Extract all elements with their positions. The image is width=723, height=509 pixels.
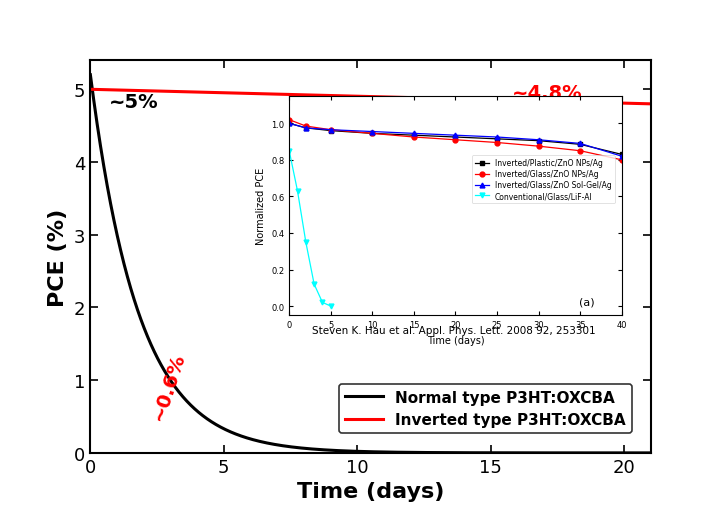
Conventional/Glass/LiF-Al: [327, 303, 335, 309]
Line: Inverted/Glass/ZnO Sol-Gel/Ag: Inverted/Glass/ZnO Sol-Gel/Ag: [287, 122, 624, 159]
Text: Steven K. Hau et al. Appl. Phys. Lett. 2008 92, 253301: Steven K. Hau et al. Appl. Phys. Lett. 2…: [312, 326, 595, 335]
Inverted type P3HT:OXCBA: [533, 99, 542, 105]
Text: (a): (a): [578, 297, 594, 307]
Inverted/Plastic/ZnO NPs/Ag: [409, 133, 418, 139]
Normal type P3HT:OXCBA: [471, 450, 479, 456]
Normal type P3HT:OXCBA: [333, 447, 341, 454]
Inverted/Glass/ZnO NPs/Ag: [409, 135, 418, 141]
Conventional/Glass/LiF-Al: [301, 240, 310, 246]
Inverted type P3HT:OXCBA: [143, 89, 152, 95]
Inverted/Plastic/ZnO NPs/Ag: [301, 126, 310, 132]
Normal type P3HT:OXCBA: [143, 334, 152, 340]
Inverted/Glass/ZnO NPs/Ag: [451, 137, 460, 144]
Conventional/Glass/LiF-Al: [285, 148, 294, 154]
Line: Inverted/Plastic/ZnO NPs/Ag: Inverted/Plastic/ZnO NPs/Ag: [287, 122, 624, 157]
Inverted/Glass/ZnO NPs/Ag: [368, 131, 377, 137]
Inverted/Plastic/ZnO NPs/Ag: [534, 138, 543, 145]
Inverted/Glass/ZnO NPs/Ag: [576, 148, 585, 154]
Text: ~4.8%: ~4.8%: [512, 84, 583, 103]
Inverted/Glass/ZnO Sol-Gel/Ag: [493, 135, 502, 141]
Normal type P3HT:OXCBA: [533, 450, 542, 456]
Normal type P3HT:OXCBA: [646, 450, 655, 456]
Inverted/Glass/ZnO NPs/Ag: [493, 140, 502, 146]
Line: Conventional/Glass/LiF-Al: Conventional/Glass/LiF-Al: [287, 149, 333, 309]
Inverted/Glass/ZnO Sol-Gel/Ag: [327, 127, 335, 133]
Legend: Normal type P3HT:OXCBA, Inverted type P3HT:OXCBA: Normal type P3HT:OXCBA, Inverted type P3…: [338, 384, 632, 434]
Inverted/Plastic/ZnO NPs/Ag: [617, 152, 626, 158]
Inverted type P3HT:OXCBA: [86, 87, 95, 93]
Inverted/Glass/ZnO Sol-Gel/Ag: [368, 129, 377, 135]
Text: ~5%: ~5%: [109, 93, 158, 112]
Inverted/Glass/ZnO Sol-Gel/Ag: [617, 154, 626, 160]
Y-axis label: PCE (%): PCE (%): [48, 208, 69, 306]
X-axis label: Time (days): Time (days): [297, 482, 444, 501]
Inverted/Glass/ZnO NPs/Ag: [301, 124, 310, 130]
Inverted type P3HT:OXCBA: [471, 97, 479, 103]
Y-axis label: Normalized PCE: Normalized PCE: [255, 167, 265, 245]
Legend: Inverted/Plastic/ZnO NPs/Ag, Inverted/Glass/ZnO NPs/Ag, Inverted/Glass/ZnO Sol-G: Inverted/Plastic/ZnO NPs/Ag, Inverted/Gl…: [472, 156, 615, 204]
Inverted/Glass/ZnO NPs/Ag: [534, 144, 543, 150]
Conventional/Glass/LiF-Al: [310, 281, 319, 288]
Line: Inverted type P3HT:OXCBA: Inverted type P3HT:OXCBA: [90, 90, 651, 105]
Conventional/Glass/LiF-Al: [318, 300, 327, 306]
Inverted/Glass/ZnO NPs/Ag: [285, 118, 294, 124]
Text: ~0.6%: ~0.6%: [149, 350, 189, 422]
Normal type P3HT:OXCBA: [523, 450, 531, 456]
Inverted/Glass/ZnO Sol-Gel/Ag: [451, 133, 460, 139]
Inverted/Glass/ZnO Sol-Gel/Ag: [534, 137, 543, 144]
Inverted/Plastic/ZnO NPs/Ag: [327, 128, 335, 134]
Inverted/Glass/ZnO NPs/Ag: [617, 157, 626, 163]
Inverted/Plastic/ZnO NPs/Ag: [576, 142, 585, 148]
Inverted/Glass/ZnO Sol-Gel/Ag: [576, 141, 585, 147]
Line: Inverted/Glass/ZnO NPs/Ag: Inverted/Glass/ZnO NPs/Ag: [287, 118, 624, 163]
Inverted type P3HT:OXCBA: [333, 94, 341, 100]
Inverted type P3HT:OXCBA: [646, 102, 655, 108]
Inverted/Glass/ZnO Sol-Gel/Ag: [301, 126, 310, 132]
Inverted/Plastic/ZnO NPs/Ag: [285, 121, 294, 127]
X-axis label: Time (days): Time (days): [427, 335, 484, 345]
Inverted type P3HT:OXCBA: [312, 93, 321, 99]
Inverted/Plastic/ZnO NPs/Ag: [493, 136, 502, 143]
Inverted/Plastic/ZnO NPs/Ag: [368, 131, 377, 137]
Normal type P3HT:OXCBA: [312, 446, 321, 453]
Inverted/Glass/ZnO NPs/Ag: [327, 127, 335, 133]
Line: Normal type P3HT:OXCBA: Normal type P3HT:OXCBA: [90, 76, 651, 453]
Inverted/Glass/ZnO Sol-Gel/Ag: [409, 131, 418, 137]
Inverted/Glass/ZnO Sol-Gel/Ag: [285, 121, 294, 127]
Inverted/Plastic/ZnO NPs/Ag: [451, 135, 460, 141]
Conventional/Glass/LiF-Al: [294, 188, 302, 194]
Normal type P3HT:OXCBA: [86, 73, 95, 79]
Inverted type P3HT:OXCBA: [523, 98, 531, 104]
